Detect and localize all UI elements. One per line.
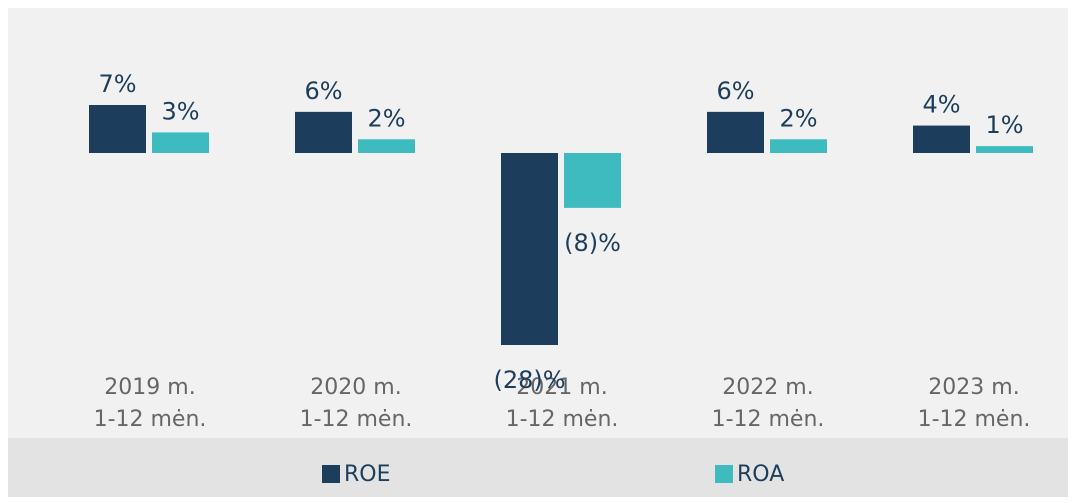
x-tick-label: 1-12 mėn. xyxy=(94,407,207,432)
data-label: 3% xyxy=(161,97,199,125)
x-tick-label: 2021 m. xyxy=(516,375,607,400)
bar xyxy=(501,153,558,345)
legend-label: ROA xyxy=(737,462,784,487)
data-label: (8)% xyxy=(564,229,621,257)
data-label: 6% xyxy=(716,77,754,105)
data-label: 6% xyxy=(304,77,342,105)
data-label: 2% xyxy=(779,104,817,132)
legend-label: ROE xyxy=(344,462,391,487)
legend-background xyxy=(8,438,1068,497)
bar xyxy=(564,153,621,208)
legend-swatch xyxy=(715,465,733,483)
x-tick-label: 2023 m. xyxy=(928,375,1019,400)
bar xyxy=(152,132,209,153)
bar xyxy=(358,139,415,153)
data-label: 7% xyxy=(98,70,136,98)
x-tick-label: 2020 m. xyxy=(310,375,401,400)
x-tick-label: 1-12 mėn. xyxy=(300,407,413,432)
bar xyxy=(770,139,827,153)
data-label: (28)% xyxy=(493,366,565,394)
data-label: 4% xyxy=(922,91,960,119)
bar xyxy=(295,111,352,153)
bar xyxy=(89,105,146,153)
data-label: 2% xyxy=(367,104,405,132)
bar xyxy=(707,111,764,153)
x-tick-label: 2022 m. xyxy=(722,375,813,400)
x-tick-label: 2019 m. xyxy=(104,375,195,400)
x-tick-label: 1-12 mėn. xyxy=(918,407,1031,432)
bar xyxy=(976,146,1033,153)
legend-swatch xyxy=(322,465,340,483)
data-label: 1% xyxy=(985,111,1023,139)
bar xyxy=(913,125,970,153)
x-tick-label: 1-12 mėn. xyxy=(712,407,825,432)
x-tick-label: 1-12 mėn. xyxy=(506,407,619,432)
